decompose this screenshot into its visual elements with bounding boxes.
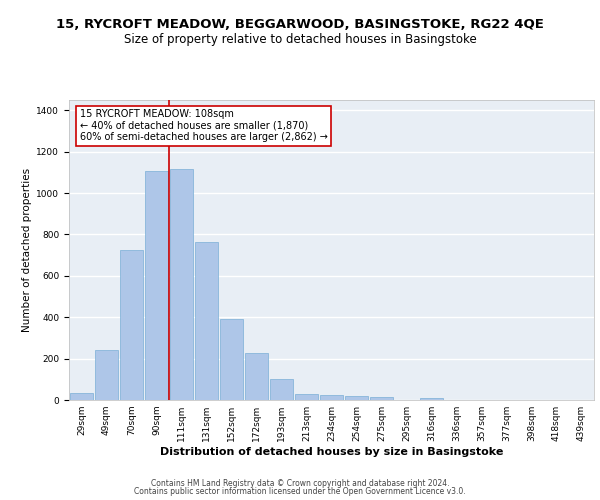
Y-axis label: Number of detached properties: Number of detached properties [22, 168, 32, 332]
Text: Contains public sector information licensed under the Open Government Licence v3: Contains public sector information licen… [134, 487, 466, 496]
Bar [295, 394, 318, 400]
Bar [420, 398, 443, 400]
Text: Contains HM Land Registry data © Crown copyright and database right 2024.: Contains HM Land Registry data © Crown c… [151, 478, 449, 488]
Bar [170, 170, 193, 400]
Bar [270, 380, 293, 400]
Bar [145, 172, 168, 400]
Bar [120, 250, 143, 400]
Bar [345, 396, 368, 400]
Text: 15 RYCROFT MEADOW: 108sqm
← 40% of detached houses are smaller (1,870)
60% of se: 15 RYCROFT MEADOW: 108sqm ← 40% of detac… [79, 109, 328, 142]
Text: Size of property relative to detached houses in Basingstoke: Size of property relative to detached ho… [124, 32, 476, 46]
Bar [245, 354, 268, 400]
Text: 15, RYCROFT MEADOW, BEGGARWOOD, BASINGSTOKE, RG22 4QE: 15, RYCROFT MEADOW, BEGGARWOOD, BASINGST… [56, 18, 544, 30]
Bar [320, 395, 343, 400]
Bar [220, 320, 243, 400]
X-axis label: Distribution of detached houses by size in Basingstoke: Distribution of detached houses by size … [160, 447, 503, 457]
Bar [70, 393, 93, 400]
Bar [370, 397, 393, 400]
Bar [195, 242, 218, 400]
Bar [95, 350, 118, 400]
